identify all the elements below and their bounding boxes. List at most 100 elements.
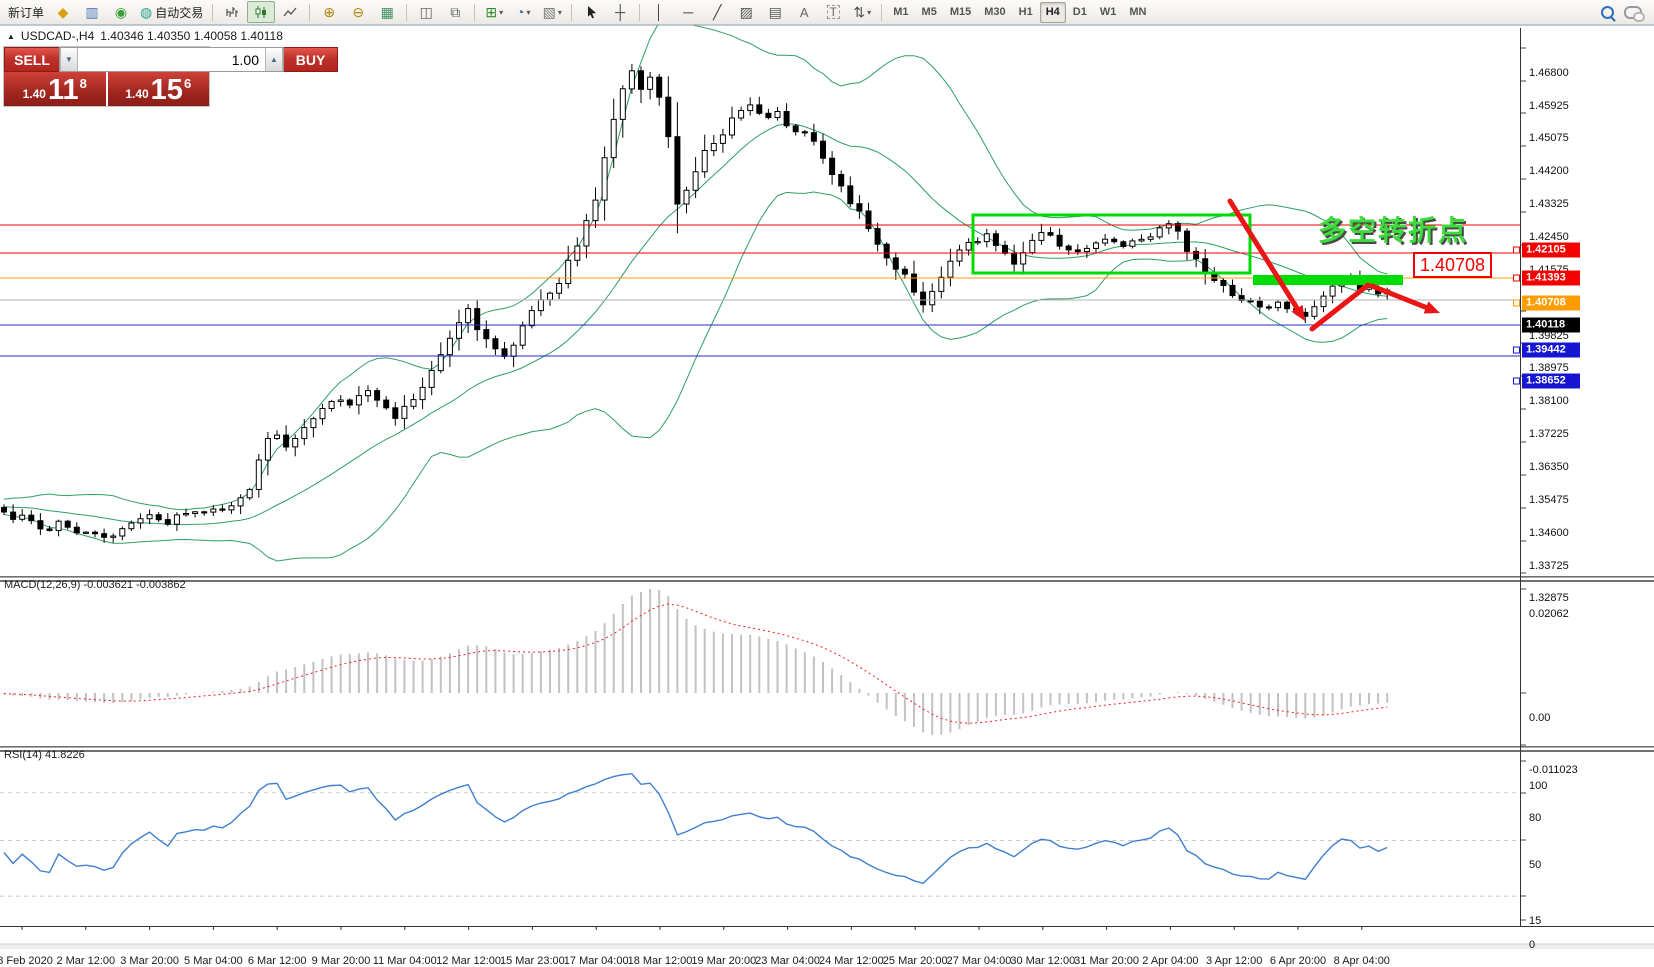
rsi-tick-label: 0 <box>1529 939 1536 951</box>
bollinger-upper <box>3 15 1388 511</box>
candlestick-chart-icon[interactable] <box>247 1 276 23</box>
support-resistance-bar <box>1253 275 1403 285</box>
text-icon[interactable]: A <box>799 4 809 20</box>
cascade-windows-icon[interactable]: ⧉ <box>450 4 461 20</box>
price-tick-label: 1.46800 <box>1529 67 1569 79</box>
price-tick-label: 1.35475 <box>1529 494 1569 506</box>
level-marker[interactable] <box>1513 346 1520 354</box>
bollinger-lower <box>3 191 1388 562</box>
volume-decrease-button[interactable]: ▼ <box>60 48 78 71</box>
zoom-out-icon[interactable]: ⊖ <box>352 4 365 20</box>
tab-timeframe-m30[interactable]: M30 <box>984 6 1006 18</box>
tile-windows-icon[interactable]: ▦ <box>380 4 394 20</box>
separator <box>639 3 641 21</box>
signals-icon[interactable]: ◉ <box>114 4 128 20</box>
time-axis-label: 28 Feb 2020 <box>0 955 53 967</box>
time-axis-label: 6 Mar 12:00 <box>247 955 307 967</box>
auto-arrange-icon[interactable]: ◫ <box>419 4 433 20</box>
line-chart-icon[interactable] <box>276 1 304 23</box>
time-axis-label: 2 Apr 04:00 <box>1142 955 1199 967</box>
price-tick-label: 1.38100 <box>1529 395 1569 407</box>
level-marker[interactable] <box>1513 274 1520 282</box>
fibonacci-icon[interactable]: ▤ <box>768 4 782 20</box>
trend-arrow-0 <box>1227 198 1302 314</box>
separator <box>571 3 573 21</box>
tab-timeframe-w1[interactable]: W1 <box>1099 6 1117 18</box>
vertical-line-icon[interactable]: │ <box>654 4 664 20</box>
time-axis-label: 6 Apr 20:00 <box>1269 955 1327 967</box>
time-axis-label: 2 Mar 12:00 <box>56 955 116 967</box>
horizontal-line-icon[interactable]: ─ <box>683 4 694 20</box>
horizontal-level-lines[interactable] <box>0 224 1520 357</box>
tab-timeframe-m1[interactable]: M1 <box>893 6 909 18</box>
consolidation-box <box>971 213 1252 275</box>
time-axis-label: 19 Mar 20:00 <box>691 955 757 967</box>
time-axis-label: 25 Mar 20:00 <box>882 955 948 967</box>
volume-input[interactable] <box>78 48 265 71</box>
shapes-icon[interactable]: ⇅ ▾ <box>853 4 872 20</box>
chart-title: ▲ USDCAD-,H4 1.40346 1.40350 1.40058 1.4… <box>7 29 283 43</box>
new-chart-icon[interactable]: ⊞ ▾ <box>485 4 504 20</box>
separator <box>881 3 883 21</box>
tab-timeframe-d1[interactable]: D1 <box>1072 6 1087 18</box>
navigator-icon[interactable]: ▥ <box>85 4 99 20</box>
separator <box>309 3 311 21</box>
macd-signal-line <box>3 603 1388 724</box>
time-axis-label: 18 Mar 12:00 <box>627 955 693 967</box>
time-axis-label: 3 Mar 20:00 <box>120 955 179 967</box>
search-icon[interactable] <box>1601 5 1614 19</box>
volume-increase-button[interactable]: ▲ <box>265 48 283 71</box>
time-axis-label: 15 Mar 23:00 <box>499 955 565 967</box>
level-marker[interactable] <box>1513 299 1520 307</box>
time-axis-label: 31 Mar 20:00 <box>1074 955 1140 967</box>
tab-timeframe-mn[interactable]: MN <box>1129 6 1147 18</box>
sell-button[interactable]: SELL <box>4 47 59 72</box>
rsi-tick-label: 50 <box>1529 859 1542 871</box>
price-tick-label: 1.45925 <box>1529 100 1569 112</box>
price-tick-label: 1.45075 <box>1529 132 1569 144</box>
trendline-icon[interactable]: ╱ <box>713 4 722 20</box>
tab-timeframe-m15[interactable]: M15 <box>949 6 972 18</box>
rsi-pane <box>0 773 1520 897</box>
label-icon[interactable]: T <box>819 1 847 23</box>
time-axis-label: 12 Mar 12:00 <box>436 955 502 967</box>
bar-chart-icon[interactable] <box>218 1 246 23</box>
price-tick-label: 1.44200 <box>1529 165 1569 177</box>
time-axis-label: 5 Mar 04:00 <box>184 955 243 967</box>
crosshair-icon[interactable]: ┼ <box>615 4 626 20</box>
tab-timeframe-m5[interactable]: M5 <box>921 6 937 18</box>
level-marker[interactable] <box>1513 377 1520 385</box>
channel-icon[interactable]: ▨ <box>739 4 753 20</box>
symbol-period-label: USDCAD-,H4 <box>20 29 95 43</box>
macd-label: MACD(12,26,9) -0.003621 -0.003862 <box>4 579 186 591</box>
template-icon[interactable]: ▧ ▾ <box>542 4 562 20</box>
buy-price-display[interactable]: 1.40 15 6 <box>107 72 209 106</box>
turning-point-annotation[interactable]: 多空转折点 <box>1318 215 1469 246</box>
time-axis-label: 30 Mar 12:00 <box>1010 955 1076 967</box>
price-tick-label: 1.39825 <box>1529 330 1569 342</box>
buy-button[interactable]: BUY <box>284 47 338 72</box>
autotrading-button[interactable]: ◍ 自动交易 <box>140 4 204 20</box>
tab-timeframe-h4[interactable]: H4 <box>1039 1 1066 23</box>
period-icon[interactable]: ◔ ▾ <box>516 4 531 20</box>
level-marker[interactable] <box>1513 246 1520 254</box>
price-badge: 1.41393 <box>1522 270 1580 286</box>
trend-arrow-1 <box>1309 282 1371 332</box>
zoom-in-icon[interactable]: ⊕ <box>323 4 336 20</box>
bollinger-bands <box>3 15 1388 562</box>
collapse-panel-icon[interactable]: ▲ <box>7 31 15 41</box>
price-tick-label: 1.37225 <box>1529 428 1569 440</box>
tab-timeframe-h1[interactable]: H1 <box>1018 6 1033 18</box>
rsi-line <box>3 773 1388 885</box>
sell-price-display[interactable]: 1.40 11 8 <box>4 72 106 106</box>
market-watch-icon[interactable]: ◆ <box>57 4 69 20</box>
level-price-label[interactable]: 1.40708 <box>1413 252 1493 278</box>
cursor-icon[interactable] <box>577 1 605 23</box>
new-order-button[interactable]: 新订单 <box>8 5 45 20</box>
rsi-tick-label: 15 <box>1529 915 1542 927</box>
time-axis-label: 9 Mar 20:00 <box>311 955 371 967</box>
trend-arrow-2 <box>1369 283 1432 312</box>
drawing-annotations[interactable] <box>971 198 1440 332</box>
chat-icon[interactable] <box>1624 5 1645 22</box>
